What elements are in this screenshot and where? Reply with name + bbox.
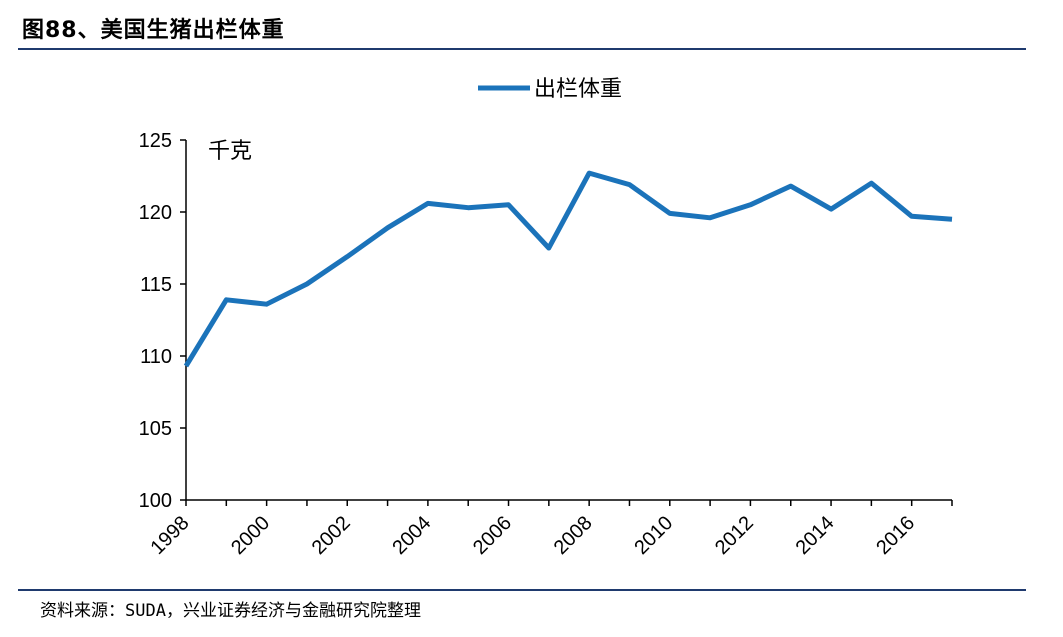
data-point	[909, 214, 914, 219]
data-point	[869, 181, 874, 186]
data-point	[466, 205, 471, 210]
y-unit-label: 千克	[208, 139, 252, 164]
data-point	[345, 254, 350, 259]
data-point	[546, 246, 551, 251]
chart-title: 图88、美国生猪出栏体重	[22, 18, 285, 43]
data-point	[829, 207, 834, 212]
data-point	[506, 202, 511, 207]
x-tick-label: 2002	[308, 512, 355, 559]
x-tick-label: 2000	[227, 512, 274, 559]
y-tick-label: 110	[140, 346, 172, 368]
x-tick-label: 2012	[711, 512, 758, 559]
data-point	[708, 215, 713, 220]
data-point	[264, 302, 269, 307]
series-line-chulan-weight	[183, 170, 953, 368]
x-tick-label: 2006	[469, 512, 516, 559]
x-tick-label: 2014	[792, 512, 839, 559]
y-tick-label: 120	[139, 202, 172, 224]
data-point	[627, 182, 632, 187]
data-point	[748, 202, 753, 207]
data-point	[304, 282, 309, 287]
data-point	[385, 225, 390, 230]
x-tick-label: 2010	[630, 512, 677, 559]
data-point	[788, 184, 793, 189]
data-point	[587, 171, 592, 176]
x-tick-label: 2004	[388, 512, 435, 559]
x-tick-label: 2008	[550, 512, 597, 559]
y-tick-label: 115	[140, 274, 172, 296]
x-tick-label: 2016	[872, 512, 919, 559]
y-tick-label: 125	[139, 130, 172, 152]
data-point	[425, 201, 430, 206]
source-note: 资料来源：SUDA，兴业证券经济与金融研究院整理	[40, 601, 421, 621]
data-point	[667, 211, 672, 216]
top-rule	[18, 48, 1026, 50]
x-tick-label: 1998	[147, 512, 194, 559]
data-point	[184, 364, 189, 369]
data-point	[950, 217, 955, 222]
y-tick-label: 105	[139, 418, 172, 440]
bottom-rule	[18, 589, 1026, 591]
data-point	[224, 297, 229, 302]
legend-label: 出栏体重	[534, 77, 622, 102]
y-tick-label: 100	[139, 490, 172, 512]
